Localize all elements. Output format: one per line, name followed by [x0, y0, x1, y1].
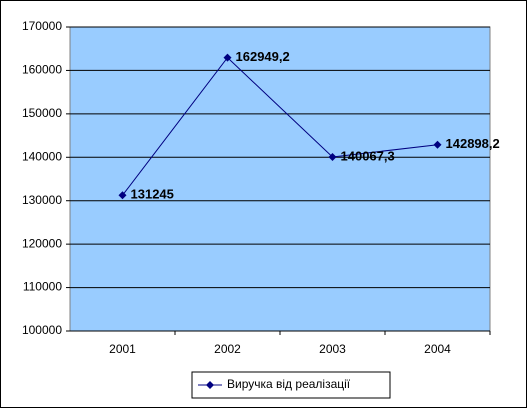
value-label: 142898,2 [446, 136, 500, 151]
marker [433, 140, 442, 149]
marker [328, 152, 337, 161]
x-tick-label: 2004 [424, 342, 451, 356]
x-tick-label: 2002 [214, 342, 241, 356]
y-tick-label: 130000 [22, 193, 62, 207]
x-tick-label: 2001 [109, 342, 136, 356]
line [122, 56, 438, 196]
legend-box [191, 371, 391, 399]
marker [118, 191, 127, 200]
y-tick-label: 170000 [22, 19, 62, 33]
y-tick-label: 150000 [22, 106, 62, 120]
y-tick-label: 140000 [22, 149, 62, 163]
value-label: 131245 [131, 187, 174, 202]
legend-marker [206, 381, 214, 389]
value-label: 140067,3 [341, 148, 395, 163]
y-tick-label: 110000 [23, 280, 62, 294]
legend-label: Виручка від реалізації [227, 377, 351, 391]
marker [223, 53, 232, 62]
y-tick-label: 120000 [22, 236, 62, 250]
value-label: 162949,2 [236, 49, 290, 64]
x-tick-label: 2003 [319, 342, 346, 356]
y-tick-label: 100000 [22, 323, 62, 337]
plot-area [69, 26, 491, 332]
y-tick-label: 160000 [22, 63, 62, 77]
